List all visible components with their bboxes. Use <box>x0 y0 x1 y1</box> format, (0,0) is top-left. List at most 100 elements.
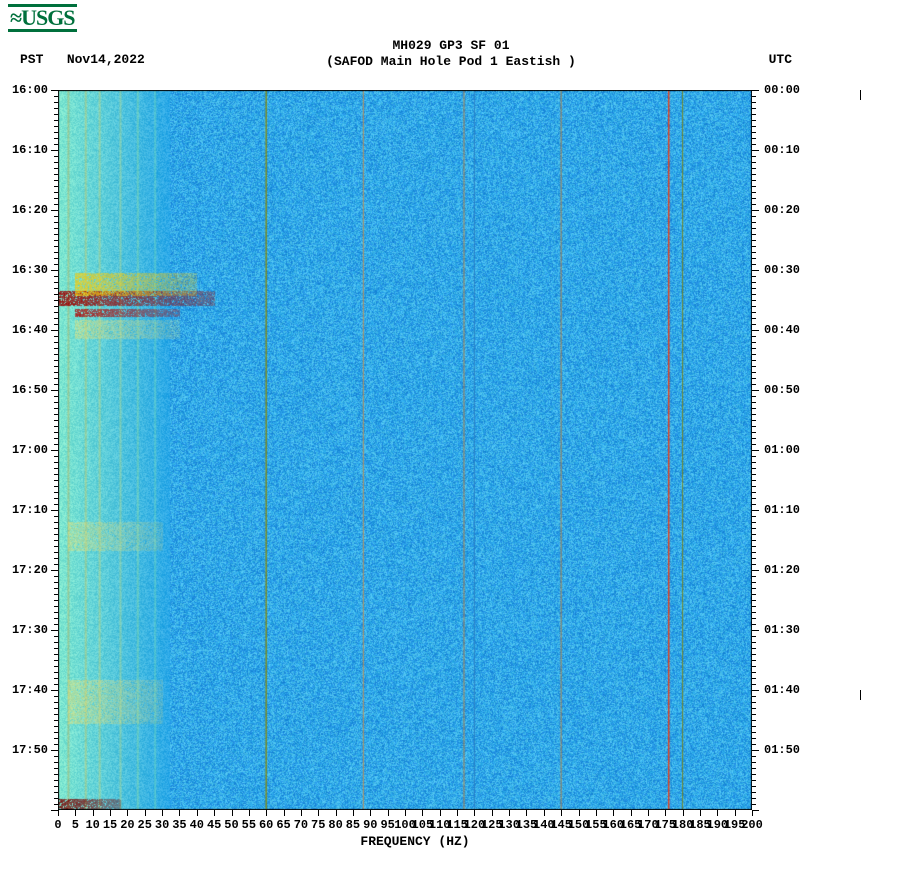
tick-label: 75 <box>311 818 325 832</box>
tick-mark <box>54 540 58 541</box>
tick-mark <box>752 492 756 493</box>
tick-mark <box>752 138 756 139</box>
tick-mark <box>752 120 756 121</box>
tick-label: 17:50 <box>12 743 48 757</box>
tick-label: 01:30 <box>764 623 800 637</box>
tick-label: 00:00 <box>764 83 800 97</box>
tick-mark <box>752 564 756 565</box>
tick-label: 17:20 <box>12 563 48 577</box>
tick-mark <box>54 216 58 217</box>
tick-mark <box>54 744 58 745</box>
tick-mark <box>752 396 756 397</box>
tick-mark <box>54 408 58 409</box>
tick-label: 35 <box>172 818 186 832</box>
tick-mark <box>54 606 58 607</box>
tick-mark <box>752 462 756 463</box>
tick-mark <box>752 180 756 181</box>
tick-mark <box>596 810 597 816</box>
tick-mark <box>752 450 759 451</box>
tick-mark <box>54 246 58 247</box>
tick-mark <box>752 270 759 271</box>
tick-mark <box>54 678 58 679</box>
tick-mark <box>51 390 58 391</box>
tick-mark <box>752 498 756 499</box>
tick-mark <box>54 204 58 205</box>
tick-mark <box>752 708 756 709</box>
tick-mark <box>752 648 756 649</box>
tick-label: 16:30 <box>12 263 48 277</box>
tick-mark <box>752 378 756 379</box>
tick-mark <box>249 810 250 816</box>
tick-mark <box>145 810 146 816</box>
tick-mark <box>54 96 58 97</box>
tick-label: 01:00 <box>764 443 800 457</box>
tick-mark <box>752 342 756 343</box>
tick-mark <box>54 552 58 553</box>
tick-mark <box>58 810 59 816</box>
tick-mark <box>752 366 756 367</box>
tick-mark <box>526 810 527 816</box>
tick-mark <box>51 450 58 451</box>
tick-mark <box>752 186 756 187</box>
tick-mark <box>51 630 58 631</box>
tick-label: 20 <box>120 818 134 832</box>
tick-mark <box>353 810 354 816</box>
tick-mark <box>752 696 756 697</box>
tick-mark <box>54 498 58 499</box>
tick-mark <box>752 516 756 517</box>
tick-mark <box>162 810 163 816</box>
x-axis-label: FREQUENCY (HZ) <box>345 834 485 849</box>
tick-mark <box>422 810 423 816</box>
tick-mark <box>232 810 233 816</box>
tick-mark <box>752 384 756 385</box>
tick-mark <box>54 186 58 187</box>
tick-label: 00:30 <box>764 263 800 277</box>
tick-mark <box>51 270 58 271</box>
tick-mark <box>752 132 756 133</box>
tick-mark <box>752 654 756 655</box>
tick-mark <box>266 810 267 816</box>
tick-mark <box>752 234 756 235</box>
spectrogram-canvas <box>58 90 752 810</box>
tick-mark <box>752 642 756 643</box>
tick-mark <box>54 618 58 619</box>
tick-label: 17:40 <box>12 683 48 697</box>
tick-mark <box>752 438 756 439</box>
tick-mark <box>54 396 58 397</box>
tick-mark <box>860 690 861 700</box>
tick-label: 17:30 <box>12 623 48 637</box>
tick-mark <box>648 810 649 816</box>
tick-label: 00:10 <box>764 143 800 157</box>
tick-mark <box>752 540 756 541</box>
tick-mark <box>752 288 756 289</box>
tick-mark <box>54 420 58 421</box>
tick-mark <box>54 798 58 799</box>
tick-mark <box>54 774 58 775</box>
tick-mark <box>752 612 756 613</box>
tick-label: 90 <box>363 818 377 832</box>
tick-mark <box>54 792 58 793</box>
tick-mark <box>752 102 756 103</box>
tick-label: 00:50 <box>764 383 800 397</box>
tick-mark <box>752 294 756 295</box>
tick-mark <box>127 810 128 816</box>
tick-mark <box>54 804 58 805</box>
tick-mark <box>54 372 58 373</box>
tick-mark <box>54 366 58 367</box>
tick-mark <box>752 108 756 109</box>
tick-mark <box>54 480 58 481</box>
tick-mark <box>752 300 756 301</box>
tick-mark <box>665 810 666 816</box>
tick-mark <box>54 576 58 577</box>
tick-mark <box>631 810 632 816</box>
tick-mark <box>860 90 861 100</box>
tick-mark <box>752 810 759 811</box>
tick-mark <box>54 486 58 487</box>
tick-mark <box>54 198 58 199</box>
tick-mark <box>752 192 756 193</box>
tick-mark <box>54 600 58 601</box>
tick-mark <box>93 810 94 816</box>
tick-mark <box>54 558 58 559</box>
tick-mark <box>752 312 756 313</box>
tick-mark <box>752 630 759 631</box>
